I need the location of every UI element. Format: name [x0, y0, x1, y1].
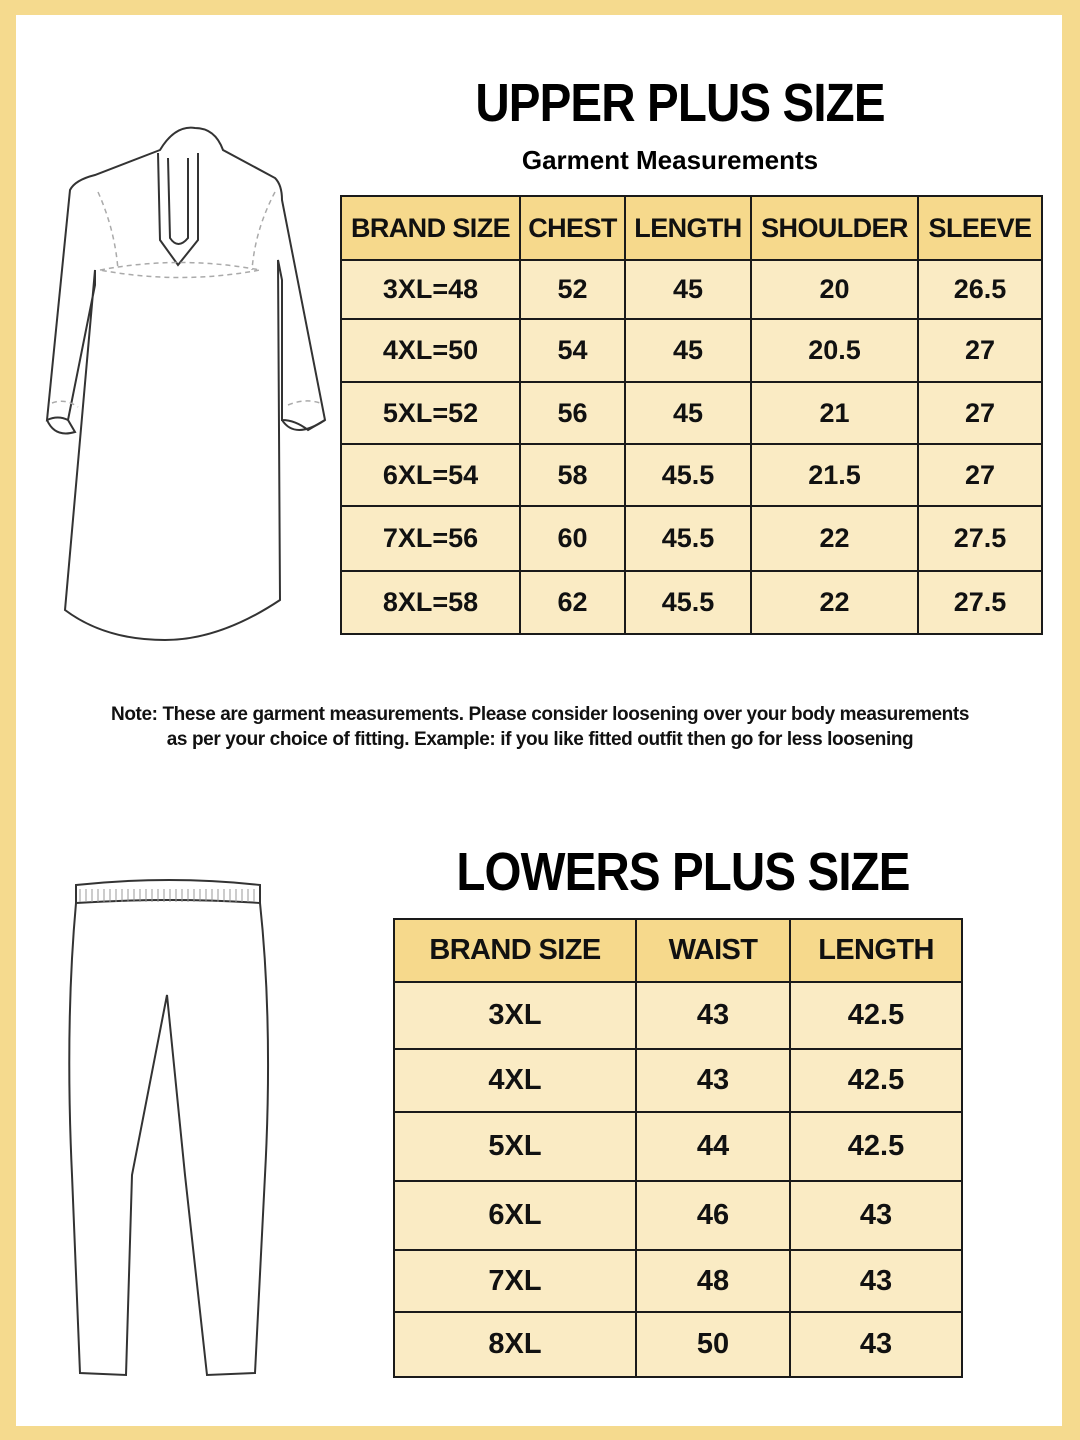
table-cell: 27 [917, 318, 1043, 383]
header-shoulder: SHOULDER [750, 195, 919, 261]
table-cell: 45.5 [624, 443, 752, 507]
table-cell: 43 [635, 981, 791, 1050]
table-cell: 4XL=50 [340, 318, 521, 383]
header-waist: WAIST [635, 918, 791, 983]
table-cell: 22 [750, 505, 919, 572]
table-cell: 62 [519, 570, 626, 635]
table-cell: 42.5 [789, 981, 963, 1050]
table-cell: 7XL=56 [340, 505, 521, 572]
table-header-row: BRAND SIZE WAIST LENGTH [393, 918, 963, 983]
upper-size-table: BRAND SIZE CHEST LENGTH SHOULDER SLEEVE … [340, 195, 1043, 635]
table-cell: 45 [624, 318, 752, 383]
table-cell: 6XL=54 [340, 443, 521, 507]
table-cell: 8XL=58 [340, 570, 521, 635]
table-row: 7XL 48 43 [393, 1249, 963, 1313]
table-cell: 8XL [393, 1311, 637, 1378]
table-cell: 45 [624, 381, 752, 445]
pants-illustration [68, 879, 270, 1377]
table-cell: 43 [789, 1311, 963, 1378]
table-cell: 22 [750, 570, 919, 635]
table-cell: 21.5 [750, 443, 919, 507]
table-cell: 48 [635, 1249, 791, 1313]
table-row: 6XL=54 58 45.5 21.5 27 [340, 443, 1043, 507]
table-row: 8XL 50 43 [393, 1311, 963, 1378]
table-cell: 50 [635, 1311, 791, 1378]
note-line-1: Note: These are garment measurements. Pl… [111, 704, 969, 725]
lowers-title: LOWERS PLUS SIZE [456, 842, 910, 902]
table-cell: 5XL=52 [340, 381, 521, 445]
header-chest: CHEST [519, 195, 626, 261]
table-cell: 27 [917, 443, 1043, 507]
table-cell: 54 [519, 318, 626, 383]
table-cell: 7XL [393, 1249, 637, 1313]
table-row: 3XL=48 52 45 20 26.5 [340, 259, 1043, 320]
table-row: 5XL=52 56 45 21 27 [340, 381, 1043, 445]
lowers-size-table: BRAND SIZE WAIST LENGTH 3XL 43 42.5 4XL 43 42… [393, 918, 963, 1378]
table-cell: 20 [750, 259, 919, 320]
table-cell: 43 [789, 1180, 963, 1251]
table-cell: 45 [624, 259, 752, 320]
table-cell: 42.5 [789, 1048, 963, 1113]
table-cell: 3XL [393, 981, 637, 1050]
header-brand-size: BRAND SIZE [393, 918, 637, 983]
table-row: 8XL=58 62 45.5 22 27.5 [340, 570, 1043, 635]
header-length: LENGTH [789, 918, 963, 983]
table-cell: 43 [789, 1249, 963, 1313]
table-cell: 45.5 [624, 505, 752, 572]
note-line-2: as per your choice of fitting. Example: … [166, 729, 914, 750]
table-cell: 21 [750, 381, 919, 445]
table-cell: 27 [917, 381, 1043, 445]
table-cell: 60 [519, 505, 626, 572]
table-row: 4XL=50 54 45 20.5 27 [340, 318, 1043, 383]
table-cell: 42.5 [789, 1111, 963, 1182]
table-cell: 6XL [393, 1180, 637, 1251]
kurta-illustration [45, 126, 327, 642]
table-cell: 43 [635, 1048, 791, 1113]
header-sleeve: SLEEVE [917, 195, 1043, 261]
table-cell: 4XL [393, 1048, 637, 1113]
table-cell: 46 [635, 1180, 791, 1251]
table-cell: 45.5 [624, 570, 752, 635]
table-cell: 58 [519, 443, 626, 507]
upper-subtitle: Garment Measurements [521, 145, 819, 175]
table-cell: 26.5 [917, 259, 1043, 320]
table-cell: 3XL=48 [340, 259, 521, 320]
table-header-row: BRAND SIZE CHEST LENGTH SHOULDER SLEEVE [340, 195, 1043, 261]
table-row: 7XL=56 60 45.5 22 27.5 [340, 505, 1043, 572]
table-row: 6XL 46 43 [393, 1180, 963, 1251]
table-cell: 27.5 [917, 505, 1043, 572]
upper-title: UPPER PLUS SIZE [475, 73, 885, 133]
table-cell: 44 [635, 1111, 791, 1182]
header-brand-size: BRAND SIZE [340, 195, 521, 261]
table-cell: 5XL [393, 1111, 637, 1182]
table-cell: 27.5 [917, 570, 1043, 635]
table-row: 4XL 43 42.5 [393, 1048, 963, 1113]
table-cell: 20.5 [750, 318, 919, 383]
note-text: Note: These are garment measurements. Pl… [40, 702, 1040, 752]
table-cell: 52 [519, 259, 626, 320]
table-cell: 56 [519, 381, 626, 445]
table-row: 3XL 43 42.5 [393, 981, 963, 1050]
header-length: LENGTH [624, 195, 752, 261]
table-row: 5XL 44 42.5 [393, 1111, 963, 1182]
